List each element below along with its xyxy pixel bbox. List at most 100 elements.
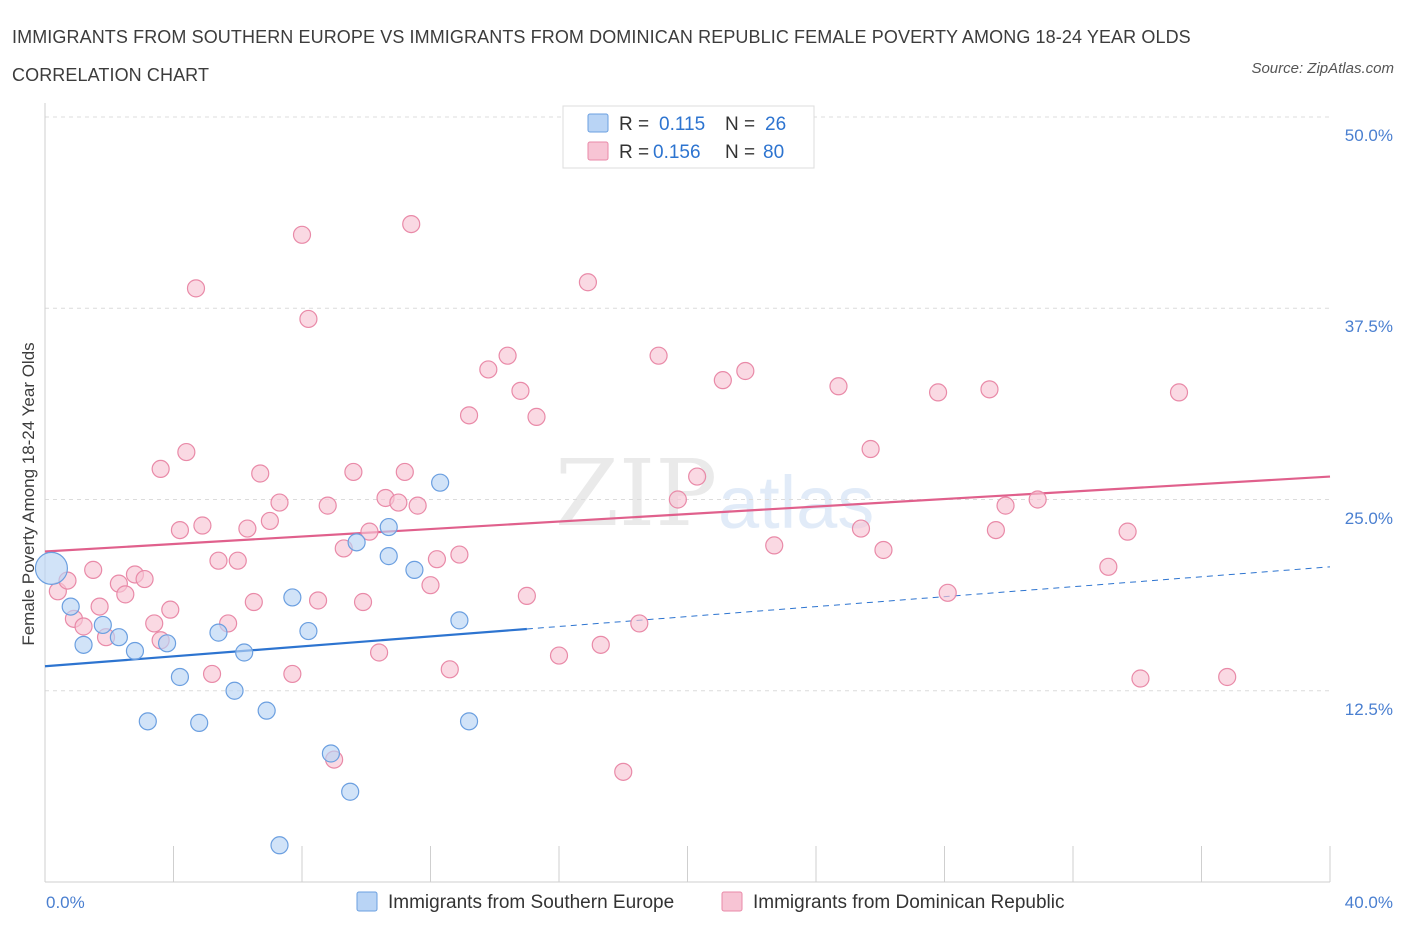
trend-line-southern-europe-extension: [526, 566, 1331, 630]
point-dominican-republic: [736, 361, 755, 381]
point-dominican-republic: [713, 371, 732, 390]
trend-line-dominican-republic: [44, 475, 1331, 553]
point-southern-europe: [431, 473, 450, 492]
point-dominican-republic: [360, 522, 379, 541]
point-dominican-republic: [318, 496, 337, 515]
watermark-zip: ZIP: [555, 440, 717, 547]
point-dominican-republic: [511, 381, 530, 400]
point-southern-europe: [379, 547, 398, 566]
point-dominican-republic: [614, 762, 633, 781]
x-tick-label: 0.0%: [46, 893, 85, 912]
point-dominican-republic: [649, 346, 668, 365]
point-dominican-republic: [1028, 490, 1047, 509]
watermark-atlas: atlas: [718, 461, 874, 544]
x-tick-label: 40.0%: [1345, 893, 1393, 912]
legend-swatch-dominican-republic: [721, 891, 743, 912]
point-dominican-republic: [829, 377, 848, 396]
point-dominican-republic: [630, 614, 649, 633]
legend-n-label: N =: [725, 114, 755, 135]
trend-lines: [44, 475, 1331, 668]
point-southern-europe: [125, 641, 145, 661]
point-southern-europe: [257, 701, 276, 720]
point-southern-europe: [283, 588, 302, 607]
point-dominican-republic: [74, 617, 93, 636]
point-southern-europe: [405, 560, 424, 579]
point-southern-europe: [459, 712, 479, 731]
y-axis-label: Female Poverty Among 18-24 Year Olds: [19, 342, 38, 645]
point-dominican-republic: [440, 660, 459, 679]
point-southern-europe: [321, 744, 341, 763]
point-dominican-republic: [450, 545, 469, 564]
point-dominican-republic: [498, 346, 517, 365]
point-dominican-republic: [170, 520, 190, 540]
data-points: [34, 215, 1237, 855]
legend-r-value: 0.156: [653, 142, 701, 163]
point-dominican-republic: [668, 490, 687, 509]
point-dominican-republic: [928, 383, 948, 402]
point-southern-europe: [190, 713, 209, 732]
legend-n-value: 80: [763, 142, 784, 163]
point-dominican-republic: [344, 462, 363, 482]
point-dominican-republic: [479, 360, 498, 379]
point-dominican-republic: [244, 592, 263, 612]
point-dominican-republic: [270, 493, 289, 512]
legend-swatch-southern-europe: [356, 891, 378, 912]
point-dominican-republic: [591, 635, 610, 654]
point-dominican-republic: [202, 664, 222, 684]
legend-n-value: 26: [765, 114, 786, 135]
point-dominican-republic: [408, 496, 427, 515]
legend-n-label: N =: [725, 142, 755, 163]
point-dominican-republic: [402, 215, 421, 234]
trend-line-southern-europe: [44, 627, 527, 668]
point-dominican-republic: [938, 583, 957, 602]
point-southern-europe: [299, 621, 318, 641]
legend-series: Immigrants from Southern Europe Immigran…: [356, 891, 1065, 913]
point-southern-europe: [34, 551, 69, 585]
point-dominican-republic: [299, 309, 318, 329]
point-dominican-republic: [260, 511, 279, 531]
point-dominican-republic: [1131, 669, 1150, 688]
axes: [44, 103, 1331, 883]
point-southern-europe: [138, 712, 157, 731]
point-dominican-republic: [1218, 667, 1237, 687]
point-southern-europe: [157, 634, 177, 653]
point-dominican-republic: [765, 536, 784, 555]
point-dominican-republic: [851, 519, 871, 538]
point-dominican-republic: [370, 643, 389, 662]
y-tick-label: 37.5%: [1345, 317, 1393, 336]
point-southern-europe: [209, 623, 228, 642]
point-dominican-republic: [209, 551, 228, 570]
point-dominican-republic: [308, 591, 328, 610]
point-southern-europe: [61, 597, 80, 616]
legend-label-dominican-republic: Immigrants from Dominican Republic: [753, 892, 1065, 913]
point-dominican-republic: [292, 225, 312, 244]
y-tick-label: 25.0%: [1345, 509, 1393, 528]
point-dominican-republic: [84, 560, 103, 579]
y-tick-label: 50.0%: [1345, 126, 1393, 145]
legend-r-label: R =: [619, 142, 649, 163]
point-dominican-republic: [427, 550, 447, 569]
point-dominican-republic: [980, 380, 999, 399]
point-southern-europe: [450, 611, 469, 630]
chart-title: IMMIGRANTS FROM SOUTHERN EUROPE VS IMMIG…: [12, 27, 1191, 85]
point-southern-europe: [379, 517, 398, 537]
point-dominican-republic: [459, 406, 479, 425]
point-dominican-republic: [151, 459, 170, 478]
point-dominican-republic: [193, 516, 212, 535]
point-dominican-republic: [395, 462, 414, 482]
point-southern-europe: [93, 615, 112, 635]
point-southern-europe: [74, 635, 93, 654]
gridlines: [45, 116, 1330, 692]
point-dominican-republic: [1169, 383, 1189, 402]
point-dominican-republic: [1099, 557, 1118, 576]
point-dominican-republic: [549, 646, 569, 665]
point-dominican-republic: [874, 540, 893, 560]
point-southern-europe: [225, 681, 244, 700]
point-dominican-republic: [186, 279, 206, 298]
point-dominican-republic: [996, 496, 1015, 515]
point-southern-europe: [170, 667, 190, 687]
legend-r-value: 0.115: [659, 114, 705, 135]
point-dominican-republic: [145, 614, 164, 633]
source-note: Source: ZipAtlas.com: [1251, 60, 1394, 77]
